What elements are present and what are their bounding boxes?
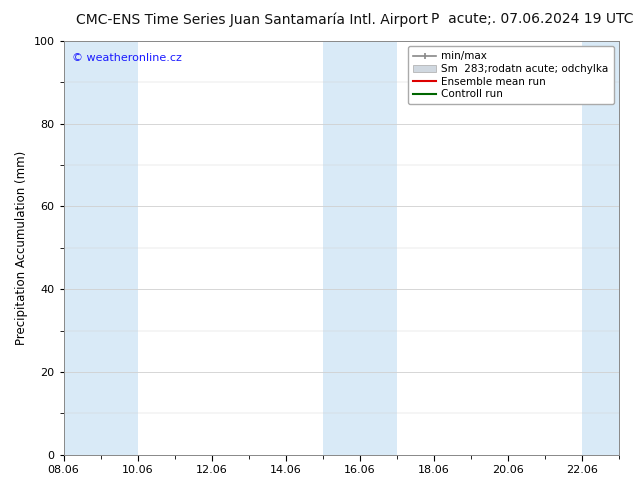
Text: P  acute;. 07.06.2024 19 UTC: P acute;. 07.06.2024 19 UTC xyxy=(431,12,633,26)
Bar xyxy=(360,41,397,455)
Legend: min/max, Sm  283;rodatn acute; odchylka, Ensemble mean run, Controll run: min/max, Sm 283;rodatn acute; odchylka, … xyxy=(408,46,614,104)
Y-axis label: Precipitation Accumulation (mm): Precipitation Accumulation (mm) xyxy=(15,151,28,345)
Bar xyxy=(582,41,619,455)
Text: CMC-ENS Time Series Juan Santamaría Intl. Airport: CMC-ENS Time Series Juan Santamaría Intl… xyxy=(76,12,428,27)
Bar xyxy=(323,41,360,455)
Bar xyxy=(63,41,101,455)
Bar xyxy=(101,41,138,455)
Text: © weatheronline.cz: © weatheronline.cz xyxy=(72,53,182,64)
